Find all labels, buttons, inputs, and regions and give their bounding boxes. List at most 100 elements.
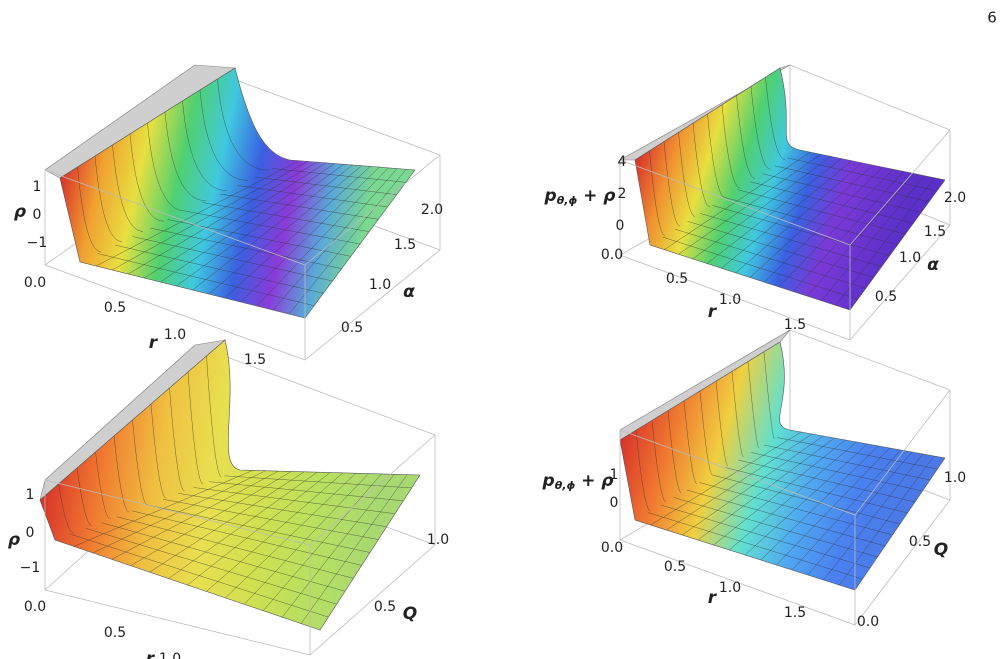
mesh-line [217, 78, 270, 171]
y-tick-label: 1.0 [944, 470, 966, 486]
mesh-line [164, 111, 207, 202]
z-label-base: p [544, 186, 557, 206]
mesh-line [674, 228, 866, 289]
mesh-line [635, 430, 651, 512]
x-tick-label: 0.5 [664, 559, 686, 575]
box-edge [44, 264, 306, 361]
mesh-line [132, 510, 362, 566]
mesh-line [762, 173, 922, 213]
z-label-sub: θ,ϕ [555, 479, 576, 492]
mesh-line [692, 123, 711, 208]
z-tick-label: −1 [20, 560, 41, 576]
x-tick-label: 1.0 [159, 651, 181, 659]
z-label-base: ρ [8, 530, 20, 550]
mesh-line [725, 467, 908, 514]
x-axis-label: r [708, 588, 718, 608]
box-edge [789, 64, 951, 131]
mesh-line [129, 133, 165, 222]
box-edge [304, 154, 441, 266]
mesh-line [97, 253, 315, 306]
z-tick-label: 0 [26, 525, 35, 541]
z-label-base: p [542, 471, 555, 491]
x-tick-label: 0.5 [104, 300, 126, 316]
mesh-line [94, 155, 123, 242]
z-label-rest: + ρ [577, 186, 615, 206]
surface-plot: 1 0 −1 0.0 0.5 1.0 1.5 0.5 1.0 1.5 2.0 r α ρ [14, 64, 443, 368]
box-edge [854, 499, 951, 626]
y-tick-label: 1.0 [899, 250, 921, 266]
z-tick-label: 1 [33, 179, 42, 195]
page-number: 6 [987, 9, 997, 27]
mesh-line [162, 498, 379, 540]
z-tick-label: 0 [610, 495, 619, 511]
x-tick-label: 1.0 [164, 327, 186, 343]
mesh-line [70, 533, 329, 618]
mesh-line [673, 497, 878, 558]
mesh-line [187, 371, 204, 485]
z-tick-label: 0 [33, 207, 42, 223]
z-axis-label: pθ,ϕ + ρ [542, 471, 614, 492]
mesh-line [254, 176, 397, 195]
x-axis-label: r [708, 302, 718, 322]
mesh-line [147, 122, 186, 212]
mesh-line [660, 504, 871, 569]
box-edge [304, 249, 441, 361]
mesh-line [147, 504, 371, 553]
mesh-line [647, 512, 863, 580]
mesh-line [651, 420, 667, 503]
x-tick-label: 1.5 [784, 605, 806, 621]
x-tick-label: 0.5 [104, 625, 126, 641]
x-axis-label: r [146, 649, 156, 659]
mesh-line [209, 481, 404, 502]
z-tick-label: 4 [618, 154, 627, 170]
mesh-line [150, 403, 167, 499]
mesh-line [95, 451, 111, 520]
mesh-line [747, 361, 760, 449]
mesh-line [737, 189, 906, 235]
mesh-line [272, 168, 406, 183]
mesh-line [116, 516, 354, 579]
mesh-line [738, 459, 916, 503]
mesh-line [219, 193, 379, 220]
mesh-line [667, 410, 682, 494]
x-axis-label: r [149, 333, 159, 353]
mesh-line [751, 452, 923, 492]
mesh-line [112, 144, 144, 232]
mesh-line [202, 202, 370, 232]
box-edge [619, 429, 856, 516]
x-tick-label: 1.0 [719, 580, 741, 596]
x-tick-label: 0.0 [601, 247, 623, 263]
z-axis-label: pθ,ϕ + ρ [544, 186, 616, 207]
box-edge [309, 434, 436, 546]
x-tick-label: 1.5 [244, 352, 266, 368]
y-tick-label: 1.0 [427, 532, 449, 548]
mesh-line [774, 165, 930, 202]
z-tick-label: 1 [610, 467, 619, 483]
y-axis-label: α [403, 282, 415, 302]
mesh-line [224, 475, 412, 489]
mesh-line [662, 236, 858, 300]
mesh-line [707, 113, 726, 198]
mesh-line [712, 474, 901, 525]
surface [59, 67, 416, 319]
y-axis-label: Q [403, 604, 417, 624]
x-tick-label: 1.0 [719, 292, 741, 308]
box-edge [854, 389, 951, 516]
mesh-line [765, 77, 786, 160]
mesh-line [787, 157, 938, 192]
z-tick-label: −1 [27, 235, 48, 251]
box-edge [789, 329, 951, 391]
mesh-line [237, 185, 388, 208]
mesh-line [699, 482, 893, 536]
mesh-line [132, 419, 148, 506]
z-axis-label: ρ [8, 530, 20, 550]
z-label-rest: + ρ [575, 471, 613, 491]
mesh-line [76, 467, 93, 527]
z-label-base: ρ [14, 202, 26, 222]
y-tick-label: 1.5 [924, 224, 946, 240]
box-edge [849, 129, 951, 246]
mesh-line [178, 493, 387, 527]
mesh-line [683, 400, 698, 485]
